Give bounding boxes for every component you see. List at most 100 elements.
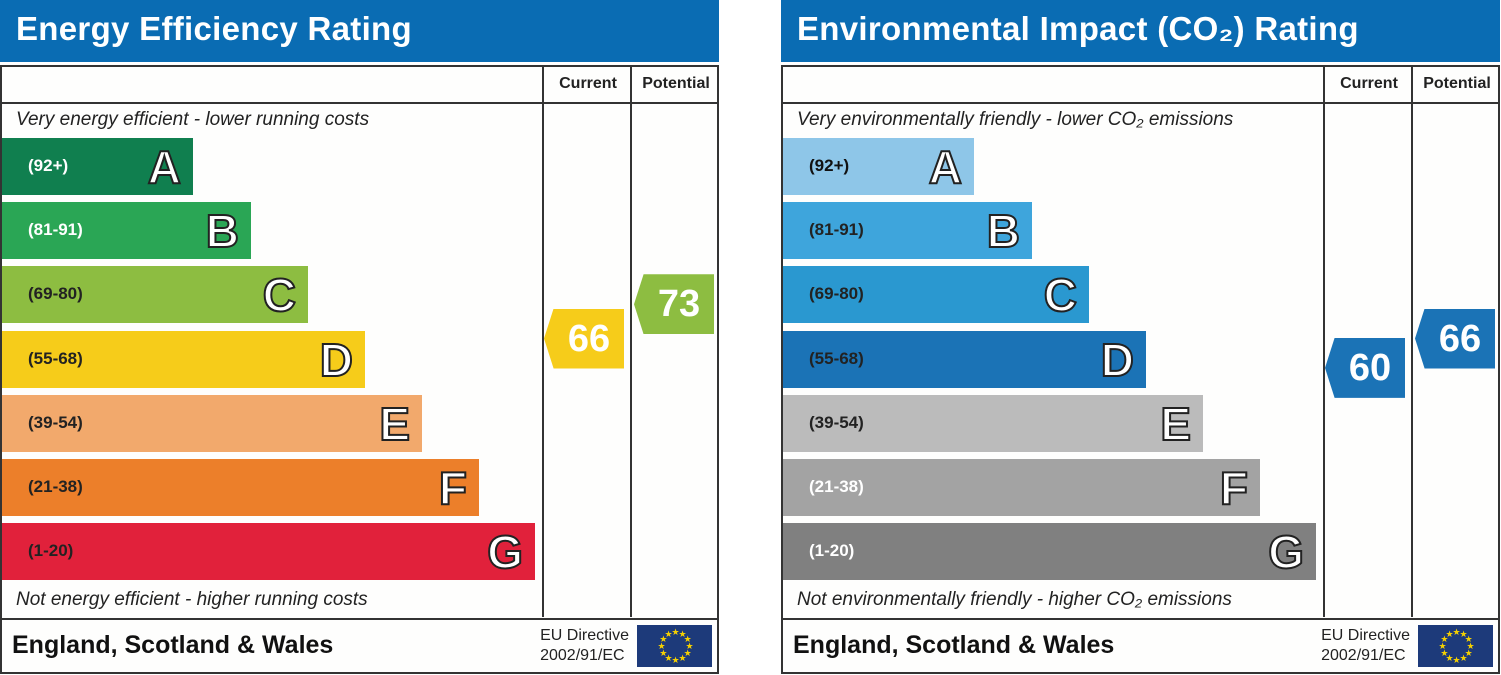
band-letter: C: [1043, 268, 1078, 322]
eu-directive: EU Directive 2002/91/EC: [540, 626, 629, 666]
band-letter: G: [486, 525, 524, 579]
band-letter: A: [928, 140, 963, 194]
rating-band-g: (1-20) G: [783, 523, 1316, 580]
svg-text:★: ★: [1460, 629, 1468, 639]
band-range: (69-80): [28, 284, 83, 303]
svg-text:★: ★: [672, 627, 680, 637]
current-rating-arrow: 60: [1325, 337, 1405, 398]
svg-text:★: ★: [684, 634, 692, 644]
svg-text:★: ★: [665, 653, 673, 663]
svg-text:★: ★: [679, 629, 687, 639]
rating-band-c: (69-80) C: [783, 266, 1089, 323]
band-range: (55-68): [28, 349, 83, 368]
energy-efficiency-panel: Energy Efficiency Rating Current Potential…: [0, 0, 720, 675]
potential-column-divider: [1411, 67, 1413, 617]
eu-directive-line1: EU Directive: [540, 627, 629, 644]
top-note: Very energy efficient - lower running co…: [16, 109, 370, 130]
bottom-note: Not environmentally friendly - higher CO…: [797, 589, 1232, 610]
band-range: (39-54): [28, 413, 83, 432]
eu-flag-icon: ★ ★ ★ ★ ★ ★ ★ ★ ★ ★ ★ ★: [1418, 625, 1493, 667]
svg-text:★: ★: [679, 653, 687, 663]
svg-text:★: ★: [1453, 655, 1461, 665]
region-label: England, Scotland & Wales: [793, 631, 1115, 659]
band-range: (39-54): [809, 413, 864, 432]
rating-band-c: (69-80) C: [2, 266, 308, 323]
band-letter: G: [1267, 525, 1305, 579]
svg-text:★: ★: [1465, 634, 1473, 644]
rating-band-d: (55-68) D: [783, 331, 1146, 388]
potential-rating-arrow: 66: [1415, 308, 1495, 369]
svg-text:★: ★: [1465, 648, 1473, 658]
band-letter: D: [319, 333, 354, 387]
svg-text:★: ★: [1446, 653, 1454, 663]
band-range: (92+): [28, 156, 69, 175]
potential-rating-arrow: 73: [634, 274, 714, 335]
panel-title: Environmental Impact (CO₂) Rating: [781, 0, 1500, 62]
band-range: (69-80): [809, 284, 864, 303]
potential-header: Potential: [1423, 75, 1491, 92]
band-letter: A: [147, 140, 182, 194]
header-divider: [2, 102, 717, 104]
svg-text:★: ★: [1440, 648, 1448, 658]
band-range: (55-68): [809, 349, 864, 368]
band-letter: D: [1100, 333, 1135, 387]
band-range: (81-91): [809, 220, 864, 239]
bottom-note: Not energy efficient - higher running co…: [16, 589, 368, 610]
rating-band-g: (1-20) G: [2, 523, 535, 580]
rating-band-f: (21-38) F: [2, 459, 479, 516]
eu-directive-line2: 2002/91/EC: [1321, 647, 1406, 664]
eu-directive: EU Directive 2002/91/EC: [1321, 626, 1410, 666]
rating-band-b: (81-91) B: [2, 202, 251, 259]
svg-text:★: ★: [684, 648, 692, 658]
rating-band-b: (81-91) B: [783, 202, 1032, 259]
current-header: Current: [1340, 75, 1398, 92]
region-label: England, Scotland & Wales: [12, 631, 334, 659]
band-letter: B: [986, 204, 1021, 258]
eu-flag-icon: ★ ★ ★ ★ ★ ★ ★ ★ ★ ★ ★ ★: [637, 625, 712, 667]
footer-divider: [783, 618, 1498, 620]
rating-band-e: (39-54) E: [783, 395, 1203, 452]
band-letter: F: [1219, 461, 1249, 515]
svg-text:★: ★: [659, 648, 667, 658]
rating-band-d: (55-68) D: [2, 331, 365, 388]
potential-column-divider: [630, 67, 632, 617]
rating-band-a: (92+) A: [783, 138, 974, 195]
band-range: (92+): [809, 156, 850, 175]
panel-title: Energy Efficiency Rating: [0, 0, 719, 62]
band-range: (81-91): [28, 220, 83, 239]
svg-text:★: ★: [1453, 627, 1461, 637]
rating-band-f: (21-38) F: [783, 459, 1260, 516]
band-letter: E: [1159, 397, 1192, 451]
top-note: Very environmentally friendly - lower CO…: [797, 109, 1234, 130]
footer-divider: [2, 618, 717, 620]
rating-band-e: (39-54) E: [2, 395, 422, 452]
current-header: Current: [559, 75, 617, 92]
potential-header: Potential: [642, 75, 710, 92]
svg-text:★: ★: [659, 634, 667, 644]
svg-text:★: ★: [686, 641, 694, 651]
eu-directive-line1: EU Directive: [1321, 627, 1410, 644]
svg-text:★: ★: [1460, 653, 1468, 663]
band-letter: B: [205, 204, 240, 258]
header-divider: [783, 102, 1498, 104]
rating-band-a: (92+) A: [2, 138, 193, 195]
svg-text:★: ★: [1439, 641, 1447, 651]
svg-text:★: ★: [1440, 634, 1448, 644]
band-range: (1-20): [28, 541, 74, 560]
current-column-divider: [1323, 67, 1325, 617]
environmental-impact-panel: Environmental Impact (CO₂) Rating Current…: [781, 0, 1501, 675]
current-rating-arrow: 66: [544, 308, 624, 369]
band-letter: C: [262, 268, 297, 322]
eu-directive-line2: 2002/91/EC: [540, 647, 625, 664]
band-letter: E: [378, 397, 411, 451]
band-range: (1-20): [809, 541, 855, 560]
svg-text:★: ★: [1467, 641, 1475, 651]
svg-text:★: ★: [665, 629, 673, 639]
band-range: (21-38): [809, 477, 864, 496]
band-letter: F: [438, 461, 468, 515]
svg-text:★: ★: [1446, 629, 1454, 639]
band-range: (21-38): [28, 477, 83, 496]
svg-text:★: ★: [658, 641, 666, 651]
current-column-divider: [542, 67, 544, 617]
svg-text:★: ★: [672, 655, 680, 665]
